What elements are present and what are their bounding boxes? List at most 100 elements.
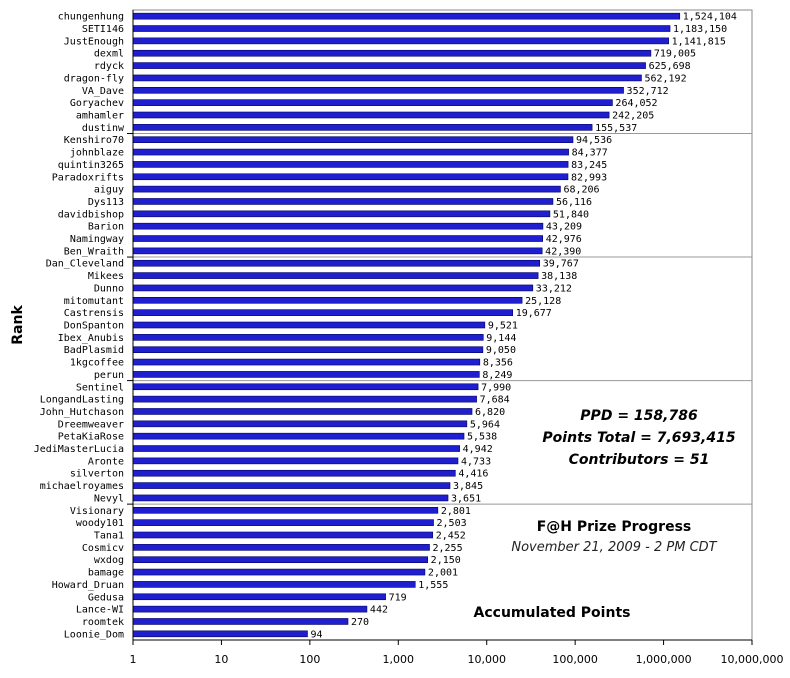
bar (132, 296, 523, 304)
bar (132, 531, 434, 539)
category-label: silverton (70, 469, 124, 480)
bar (132, 148, 569, 156)
bar (132, 321, 486, 329)
category-label: PetaKiaRose (58, 432, 124, 443)
bar (132, 74, 642, 82)
value-label: 4,416 (458, 469, 488, 480)
value-label: 8,249 (482, 370, 512, 381)
y-axis-title: Rank (10, 305, 26, 345)
bar (132, 408, 473, 415)
category-label: Castrensis (64, 308, 124, 319)
category-label: wxdog (94, 555, 124, 566)
category-label: michaelroyames (40, 481, 124, 492)
category-label: bamage (88, 568, 124, 579)
value-label: 1,524,104 (683, 12, 737, 23)
bar (132, 334, 484, 341)
category-label: dragon-fly (64, 73, 124, 84)
bar (132, 544, 430, 551)
category-label: SETI146 (82, 24, 124, 35)
category-label: roomtek (82, 617, 124, 628)
value-label: 51,840 (553, 209, 589, 220)
value-label: 7,990 (481, 382, 511, 393)
category-label: Sentinel (76, 382, 124, 393)
bar (132, 198, 554, 205)
value-label: 94,536 (576, 135, 612, 146)
category-label: amhamler (76, 111, 124, 122)
category-label: DonSpanton (64, 321, 124, 332)
value-label: 270 (351, 617, 369, 628)
bar (132, 124, 593, 131)
value-label: 242,205 (612, 111, 654, 122)
value-label: 39,767 (543, 259, 579, 270)
value-label: 562,192 (644, 73, 686, 84)
value-label: 83,245 (571, 160, 607, 171)
value-label: 1,183,150 (673, 24, 727, 35)
category-label: Dys113 (88, 197, 124, 208)
category-label: Howard_Druan (52, 580, 124, 591)
category-label: Mikees (88, 271, 124, 282)
bar (132, 494, 449, 502)
value-label: 42,976 (546, 234, 582, 245)
bar (132, 556, 428, 564)
category-label: Loonie_Dom (64, 629, 124, 640)
value-label: 68,206 (563, 185, 599, 196)
bar (132, 284, 534, 292)
value-label: 2,150 (431, 555, 461, 566)
value-label: 43,209 (546, 222, 582, 233)
bar (132, 136, 574, 144)
value-label: 1,555 (418, 580, 448, 591)
value-label: 33,212 (536, 283, 572, 294)
value-label: 38,138 (541, 271, 577, 282)
value-label: 352,712 (627, 86, 669, 97)
value-label: 7,684 (480, 395, 510, 406)
bar (132, 161, 569, 168)
bar (132, 272, 539, 279)
value-label: 2,001 (428, 568, 458, 579)
x-tick-label: 100,000 (552, 653, 598, 666)
x-tick-label: 1 (130, 653, 137, 666)
category-label: Ben_Wraith (64, 246, 124, 257)
bar (132, 593, 386, 601)
bar (132, 37, 669, 45)
category-label: quintin3265 (58, 160, 124, 171)
x-tick-label: 10,000 (467, 653, 506, 666)
bar (132, 395, 477, 403)
bar (132, 247, 543, 255)
value-label: 5,964 (470, 419, 500, 430)
bar (132, 568, 426, 576)
category-label: Cosmicv (82, 543, 124, 554)
value-label: 2,801 (441, 506, 471, 517)
category-label: Dreemweaver (58, 419, 124, 430)
bar (132, 49, 652, 57)
value-label: 3,845 (453, 481, 483, 492)
category-label: 1kgcoffee (70, 358, 124, 369)
bar (132, 581, 416, 588)
bar (132, 62, 646, 69)
bar (132, 605, 368, 613)
bar (132, 173, 569, 181)
value-label: 42,390 (545, 246, 581, 257)
x-tick-label: 100 (299, 653, 320, 666)
category-label: Barion (88, 222, 124, 233)
category-label: Gedusa (88, 592, 124, 603)
value-label: 719,005 (654, 49, 696, 60)
value-label: 719 (389, 592, 407, 603)
category-label: chungenhung (58, 12, 124, 23)
bar (132, 12, 681, 20)
category-label: JediMasterLucia (34, 444, 124, 455)
x-tick-label: 1,000 (383, 653, 415, 666)
value-label: 4,733 (461, 456, 491, 467)
value-label: 264,052 (615, 98, 657, 109)
category-label: Dan_Cleveland (46, 259, 124, 270)
bar (132, 210, 551, 218)
category-label: dexml (94, 49, 124, 60)
bar (132, 309, 514, 316)
category-label: LongandLasting (40, 395, 124, 406)
value-label: 4,942 (463, 444, 493, 455)
annotation-footer: Accumulated Points (474, 605, 631, 621)
category-label: John_Hutchason (40, 407, 124, 418)
bar (132, 519, 434, 526)
value-label: 2,452 (436, 531, 466, 542)
